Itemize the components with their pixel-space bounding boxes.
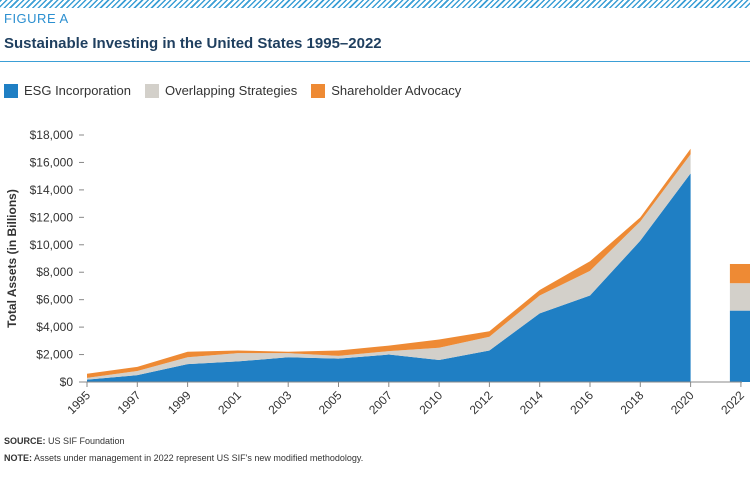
note-text: Assets under management in 2022 represen… bbox=[32, 453, 364, 463]
legend-swatch-advocacy bbox=[311, 83, 326, 98]
legend-item-esg: ESG Incorporation bbox=[4, 83, 131, 98]
x-tick-label: 2010 bbox=[416, 388, 445, 417]
source-label: SOURCE: bbox=[4, 436, 46, 446]
chart-title: Sustainable Investing in the United Stat… bbox=[4, 35, 382, 52]
bar-2022-shareholder-advocacy bbox=[729, 263, 750, 284]
bar-2022-overlapping-strategies bbox=[729, 283, 750, 311]
y-axis-title: Total Assets (in Billions) bbox=[5, 189, 19, 328]
y-tick-label: $12,000 bbox=[30, 210, 74, 224]
legend-swatch-esg bbox=[4, 83, 18, 98]
y-tick-label: $4,000 bbox=[36, 320, 73, 334]
x-tick-label: 1995 bbox=[64, 388, 93, 417]
x-tick-label: 2018 bbox=[618, 388, 647, 417]
x-tick-label: 1999 bbox=[165, 388, 194, 417]
figure-label: FIGURE A bbox=[4, 11, 69, 26]
legend-item-overlapping: Overlapping Strategies bbox=[144, 83, 298, 98]
x-tick-label: 2007 bbox=[366, 388, 395, 417]
legend-item-advocacy: Shareholder Advocacy bbox=[311, 83, 461, 98]
x-tick-label: 2016 bbox=[567, 388, 596, 417]
area-esg-incorporation bbox=[87, 173, 691, 382]
y-tick-label: $14,000 bbox=[30, 183, 74, 197]
legend-label-advocacy: Shareholder Advocacy bbox=[331, 83, 462, 98]
legend-swatch-overlapping bbox=[144, 83, 159, 98]
x-tick-label: 2014 bbox=[517, 388, 546, 417]
legend-label-esg: ESG Incorporation bbox=[24, 83, 131, 98]
header-hatch-band bbox=[0, 0, 750, 8]
chart-legend: ESG Incorporation Overlapping Strategies… bbox=[4, 83, 461, 98]
x-tick-label: 1997 bbox=[115, 388, 144, 417]
bar-2022-esg-incorporation bbox=[729, 310, 750, 382]
y-tick-label: $16,000 bbox=[30, 155, 74, 169]
legend-label-overlapping: Overlapping Strategies bbox=[164, 83, 298, 98]
x-tick-label: 2022 bbox=[718, 388, 747, 417]
y-tick-label: $10,000 bbox=[30, 238, 74, 252]
note-label: NOTE: bbox=[4, 453, 32, 463]
x-tick-label: 2001 bbox=[215, 388, 244, 417]
methodology-note: NOTE: Assets under management in 2022 re… bbox=[4, 453, 363, 463]
source-note: SOURCE: US SIF Foundation bbox=[4, 436, 125, 446]
y-tick-label: $6,000 bbox=[36, 293, 73, 307]
source-text: US SIF Foundation bbox=[45, 436, 125, 446]
y-tick-label: $8,000 bbox=[36, 265, 73, 279]
y-tick-label: $18,000 bbox=[30, 128, 74, 142]
y-tick-label: $0 bbox=[60, 375, 74, 389]
y-tick-label: $2,000 bbox=[36, 348, 73, 362]
x-tick-label: 2005 bbox=[316, 388, 345, 417]
x-tick-label: 2020 bbox=[668, 388, 697, 417]
x-tick-label: 2003 bbox=[266, 388, 295, 417]
title-divider bbox=[0, 61, 750, 62]
x-tick-label: 2012 bbox=[467, 388, 496, 417]
